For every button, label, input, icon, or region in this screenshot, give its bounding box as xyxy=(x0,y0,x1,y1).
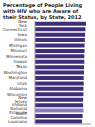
svg-text:Connecticut: Connecticut xyxy=(8,27,27,32)
svg-text:Louisiana: Louisiana xyxy=(8,119,27,124)
svg-text:Texas: Texas xyxy=(15,64,27,69)
svg-text:Washington: Washington xyxy=(8,70,27,75)
svg-text:Minnesota: Minnesota xyxy=(8,54,28,59)
svg-text:Iowa: Iowa xyxy=(18,32,28,37)
svg-text:Maryland: Maryland xyxy=(8,75,27,80)
svg-text:Hawaii: Hawaii xyxy=(14,59,27,64)
svg-text:Michigan: Michigan xyxy=(9,43,27,48)
svg-text:Illinois: Illinois xyxy=(14,37,27,42)
svg-text:Missouri: Missouri xyxy=(11,48,27,53)
svg-text:Alabama: Alabama xyxy=(9,86,27,91)
svg-text:Utah: Utah xyxy=(18,81,28,86)
